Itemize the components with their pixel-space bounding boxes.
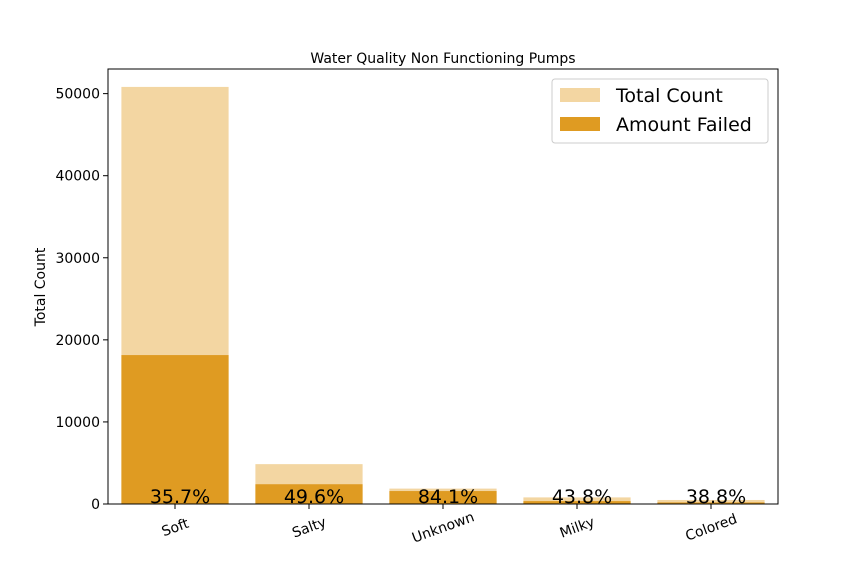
- percent-labels-group: 35.7% 49.6% 84.1% 43.8% 38.8%: [150, 486, 746, 508]
- percent-label-unknown: 84.1%: [418, 486, 478, 508]
- y-axis-ticks: 0 10000 20000 30000 40000 50000: [55, 87, 108, 513]
- plot-frame: [107, 68, 779, 505]
- bar-amount-failed-unknown: [389, 491, 497, 504]
- percent-label-colored: 38.8%: [686, 486, 746, 508]
- x-tick-label-salty: Salty: [290, 514, 328, 541]
- legend-label-total-count: Total Count: [615, 85, 723, 107]
- legend-swatch-amount-failed: [560, 117, 600, 131]
- y-tick-label: 50000: [55, 87, 100, 103]
- y-tick-label: 30000: [55, 251, 100, 267]
- bar-total-count-colored: [657, 499, 765, 504]
- bar-total-count-milky: [523, 497, 631, 504]
- legend-box: [551, 78, 769, 144]
- y-tick-label: 0: [91, 497, 100, 513]
- y-tick-label: 10000: [55, 415, 100, 431]
- bar-amount-failed-milky: [523, 501, 631, 504]
- legend-label-amount-failed: Amount Failed: [616, 114, 752, 136]
- y-tick-label: 40000: [55, 169, 100, 185]
- x-axis-ticks: Soft Salty Unknown Milky Colored: [160, 504, 739, 547]
- x-tick-label-milky: Milky: [558, 514, 597, 541]
- chart-title: Water Quality Non Functioning Pumps: [310, 51, 575, 67]
- y-axis-title: Total Count: [33, 247, 49, 327]
- bar-amount-failed-soft: [121, 355, 229, 504]
- percent-label-soft: 35.7%: [150, 486, 210, 508]
- legend: Total Count Amount Failed: [551, 78, 769, 144]
- legend-swatch-total-count: [560, 88, 600, 102]
- percent-label-salty: 49.6%: [284, 486, 344, 508]
- y-tick-label: 20000: [55, 333, 100, 349]
- percent-label-milky: 43.8%: [552, 486, 612, 508]
- x-tick-label-colored: Colored: [683, 511, 739, 544]
- x-tick-label-soft: Soft: [160, 516, 192, 541]
- bar-amount-failed-salty: [255, 484, 363, 504]
- bar-amount-failed-colored: [657, 502, 765, 504]
- bars-group: [121, 86, 765, 504]
- x-tick-label-unknown: Unknown: [410, 509, 477, 546]
